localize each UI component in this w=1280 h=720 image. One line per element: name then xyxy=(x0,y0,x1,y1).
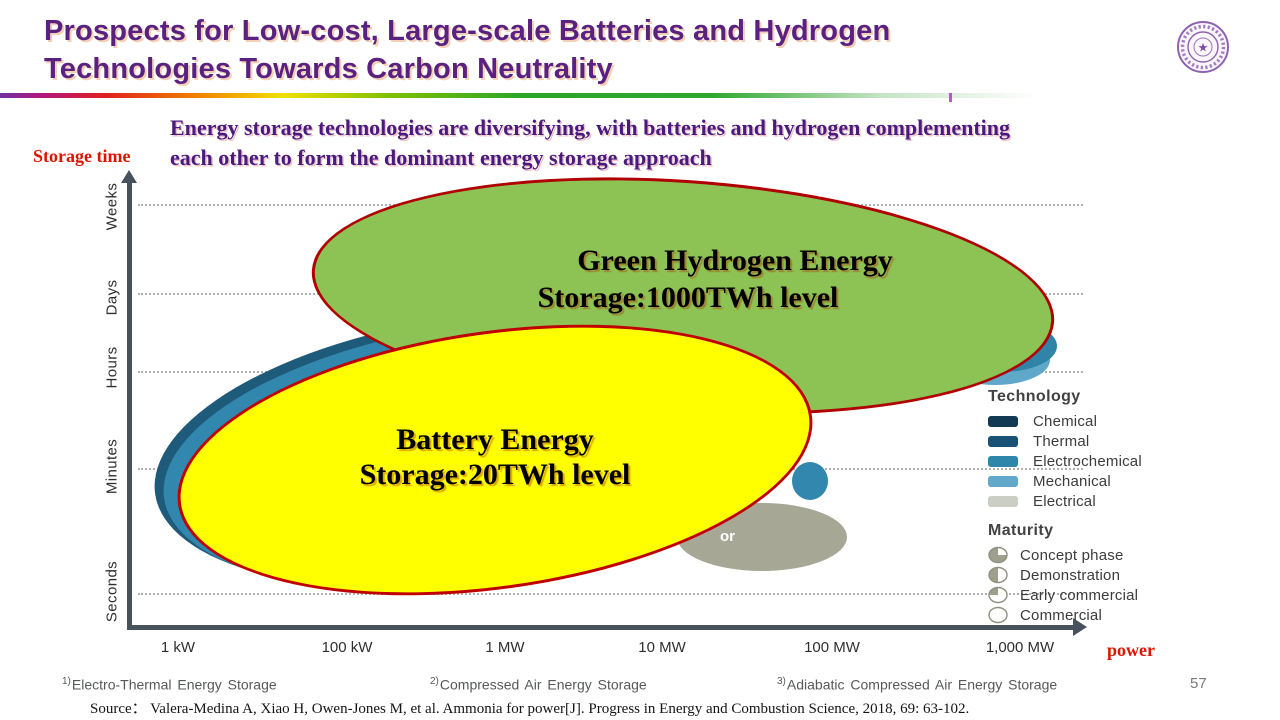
university-logo-icon: ★ xyxy=(1177,21,1229,73)
footnote-2-text: Compressed Air Energy Storage xyxy=(439,676,647,693)
legend-label: Commercial xyxy=(1020,606,1103,624)
source-citation: Source： Valera-Medina A, Xiao H, Owen-Jo… xyxy=(90,701,970,717)
electrical-swatch-icon xyxy=(988,495,1018,507)
x-axis-caption: power xyxy=(1107,640,1155,660)
y-axis-line xyxy=(127,182,132,630)
pie-empty-icon xyxy=(988,606,1008,624)
footnote-1: 1)Electro-Thermal Energy Storage xyxy=(62,676,277,693)
gridline-seconds xyxy=(138,593,1083,595)
slide-title-line1: Prospects for Low-cost, Large-scale Batt… xyxy=(44,15,891,47)
legend-label: Chemical xyxy=(1033,412,1098,430)
pie-three-quarter-icon xyxy=(988,546,1008,564)
footnote-3: 3)Adiabatic Compressed Air Energy Storag… xyxy=(777,676,1057,693)
green-region-label-line2: Storage:1000TWh level xyxy=(537,281,839,314)
title-underline-gradient xyxy=(0,93,1048,98)
slide-title-line2: Technologies Towards Carbon Neutrality xyxy=(44,53,613,85)
pie-half-icon xyxy=(988,566,1008,584)
underlying-ellipse-small-teal xyxy=(792,462,828,500)
footnote-2-marker: 2) xyxy=(430,676,439,687)
x-tick-1000mw: 1,000 MW xyxy=(985,639,1055,656)
footnote-2: 2)Compressed Air Energy Storage xyxy=(430,676,647,693)
legend-maturity-title: Maturity xyxy=(988,522,1054,539)
electrochemical-swatch-icon xyxy=(988,455,1018,467)
legend-item-early-commercial: Early commercial xyxy=(988,585,1193,605)
y-tick-seconds: Seconds xyxy=(103,560,121,623)
legend-label: Demonstration xyxy=(1020,566,1121,584)
legend-item-mechanical: Mechanical xyxy=(988,471,1193,491)
subtitle-line1: Energy storage technologies are diversif… xyxy=(170,115,1011,140)
y-tick-minutes: Minutes xyxy=(103,438,121,495)
subtitle: Energy storage technologies are diversif… xyxy=(170,113,1170,173)
legend-label: Early commercial xyxy=(1020,586,1139,604)
legend-label: Thermal xyxy=(1033,432,1090,450)
legend-item-electrical: Electrical xyxy=(988,491,1193,511)
subtitle-line2: each other to form the dominant energy s… xyxy=(170,145,712,170)
legend-label: Electrical xyxy=(1033,492,1096,510)
legend-item-chemical: Chemical xyxy=(988,411,1193,431)
slide-title: Prospects for Low-cost, Large-scale Batt… xyxy=(44,12,1144,88)
legend-item-thermal: Thermal xyxy=(988,431,1193,451)
legend-item-concept-phase: Concept phase xyxy=(988,545,1193,565)
battery-region-label-line2: Storage:20TWh level xyxy=(359,458,631,491)
page-number: 57 xyxy=(1190,675,1207,692)
x-tick-1kw: 1 kW xyxy=(160,639,196,656)
mechanical-swatch-icon xyxy=(988,475,1018,487)
legend-item-demonstration: Demonstration xyxy=(988,565,1193,585)
legend-label: Mechanical xyxy=(1033,472,1111,490)
x-tick-10mw: 10 MW xyxy=(638,639,686,656)
chart-legend: Technology Chemical Thermal Electrochemi… xyxy=(988,388,1193,625)
x-axis-arrow-icon xyxy=(1073,618,1087,636)
legend-technology-title: Technology xyxy=(988,388,1081,405)
x-axis-line xyxy=(127,625,1075,630)
legend-item-commercial: Commercial xyxy=(988,605,1193,625)
x-tick-100mw: 100 MW xyxy=(804,639,860,656)
stray-purple-mark xyxy=(949,93,952,102)
legend-label: Concept phase xyxy=(1020,546,1124,564)
battery-region-label-line1: Battery Energy xyxy=(396,423,594,456)
legend-label: Electrochemical xyxy=(1033,452,1142,470)
x-tick-1mw: 1 MW xyxy=(485,639,525,656)
green-region-label-line1: Green Hydrogen Energy xyxy=(577,244,893,277)
footnote-1-text: Electro-Thermal Energy Storage xyxy=(71,676,277,693)
footnote-3-marker: 3) xyxy=(777,676,786,687)
legend-item-electrochemical: Electrochemical xyxy=(988,451,1193,471)
y-axis-caption: Storage time xyxy=(33,146,131,166)
chemical-swatch-icon xyxy=(988,415,1018,427)
footnote-3-text: Adiabatic Compressed Air Energy Storage xyxy=(786,676,1058,693)
y-axis-arrow-icon xyxy=(121,170,137,183)
underlying-label-fragment: or xyxy=(720,528,735,545)
svg-text:★: ★ xyxy=(1198,41,1209,55)
thermal-swatch-icon xyxy=(988,435,1018,447)
pie-quarter-icon xyxy=(988,586,1008,604)
footnote-1-marker: 1) xyxy=(62,676,71,687)
x-tick-100kw: 100 kW xyxy=(321,639,373,656)
